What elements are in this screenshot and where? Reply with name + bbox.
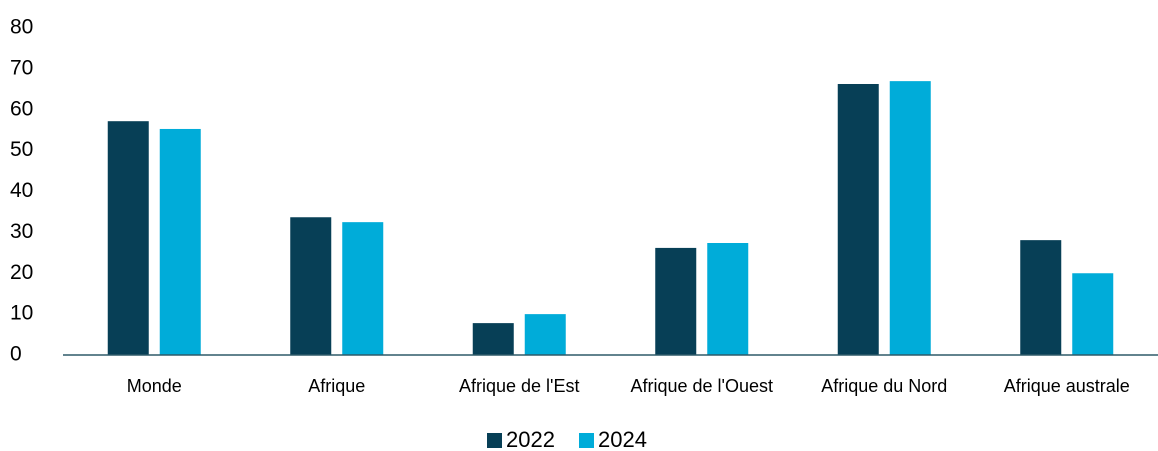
- bar: [1020, 240, 1062, 355]
- bar: [107, 121, 149, 355]
- x-tick-label: Afrique de l'Ouest: [630, 376, 773, 396]
- bar: [889, 81, 931, 355]
- x-tick-label: Afrique australe: [1004, 376, 1130, 396]
- y-tick-label: 50: [10, 138, 33, 161]
- bar: [655, 247, 697, 355]
- legend-swatch: [579, 433, 594, 448]
- x-tick-label: Monde: [127, 376, 182, 396]
- bar: [707, 243, 749, 355]
- bar: [472, 323, 514, 355]
- bar: [524, 314, 566, 355]
- bar: [290, 217, 332, 355]
- legend-label: 2024: [598, 427, 647, 451]
- y-tick-label: 70: [10, 56, 33, 79]
- y-tick-label: 60: [10, 97, 33, 120]
- x-tick-label: Afrique de l'Est: [459, 376, 580, 396]
- bar: [1072, 273, 1114, 355]
- bar: [342, 222, 384, 355]
- y-tick-label: 10: [10, 302, 33, 325]
- legend-swatch: [487, 433, 502, 448]
- y-tick-label: 80: [10, 16, 33, 39]
- y-tick-label: 20: [10, 261, 33, 284]
- x-tick-label: Afrique: [308, 376, 365, 396]
- legend-label: 2022: [506, 427, 555, 451]
- y-tick-label: 30: [10, 220, 33, 243]
- x-tick-label: Afrique du Nord: [821, 376, 947, 396]
- y-tick-label: 0: [10, 343, 22, 366]
- bar: [159, 128, 201, 355]
- bar: [837, 83, 879, 355]
- y-tick-label: 40: [10, 179, 33, 202]
